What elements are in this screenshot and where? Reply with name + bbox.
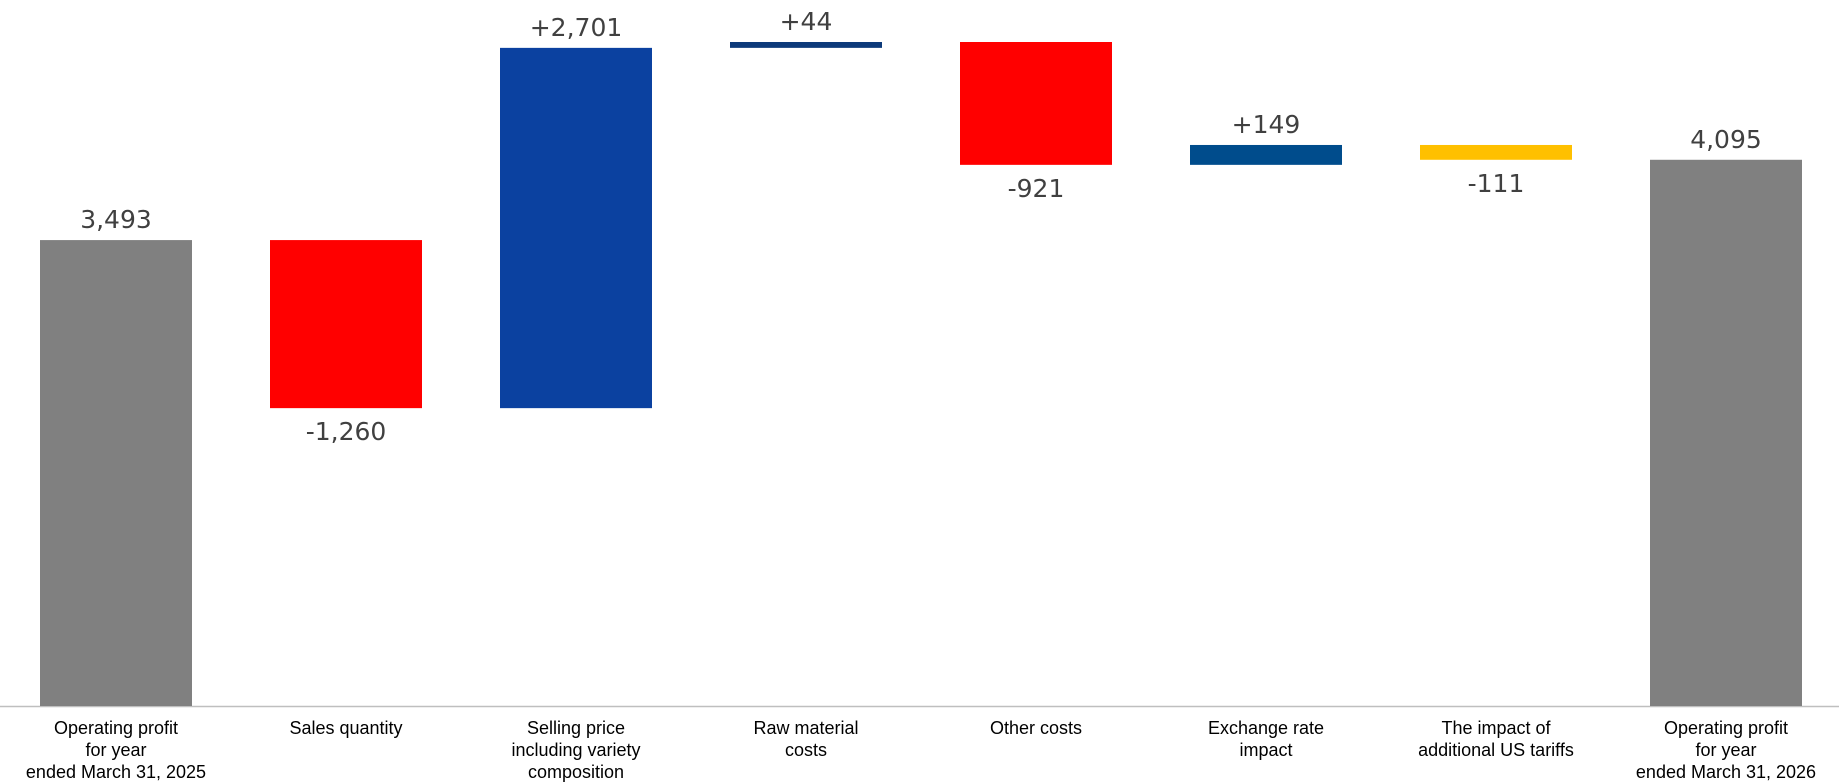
- x-tick-label: Operating profit for year ended March 31, …: [26, 718, 206, 782]
- x-tick-label-line: Operating profit: [54, 718, 178, 738]
- x-tick-label-line: ended March 31, 2025: [26, 762, 206, 782]
- x-tick-label-line: costs: [785, 740, 827, 760]
- x-tick-label-line: Exchange rate: [1208, 718, 1324, 738]
- value-label: 4,095: [1690, 125, 1762, 154]
- bar: [1190, 144, 1342, 165]
- x-tick-label: Sales quantity: [289, 718, 402, 738]
- x-tick-label-line: Sales quantity: [289, 718, 402, 738]
- x-tick-label: Operating profit for year ended March 31, …: [1636, 718, 1816, 782]
- value-label: +2,701: [530, 13, 623, 42]
- bar: [730, 42, 882, 48]
- x-tick-label-line: for year: [85, 740, 146, 760]
- value-label: -921: [1008, 174, 1065, 203]
- value-label: -1,260: [306, 417, 387, 446]
- x-tick-label-line: Other costs: [990, 718, 1082, 738]
- x-tick-label-line: additional US tariffs: [1418, 740, 1574, 760]
- bar: [40, 240, 192, 707]
- bar: [1420, 144, 1572, 160]
- x-tick-label-line: for year: [1695, 740, 1756, 760]
- value-label: +149: [1232, 110, 1301, 139]
- x-tick-label-line: Selling price: [527, 718, 625, 738]
- x-tick-label: Selling price including variety compositio…: [511, 718, 640, 782]
- value-label: +44: [780, 7, 833, 36]
- x-tick-label: Raw material costs: [753, 718, 858, 760]
- value-label: -111: [1468, 169, 1525, 198]
- value-label: 3,493: [80, 205, 152, 234]
- bar: [960, 42, 1112, 165]
- x-tick-label: Exchange rate impact: [1208, 718, 1324, 760]
- bar: [270, 240, 422, 409]
- x-tick-label-line: Operating profit: [1664, 718, 1788, 738]
- bar: [1650, 159, 1802, 706]
- bar: [500, 47, 652, 409]
- x-tick-label-line: including variety: [511, 740, 640, 760]
- x-tick-label-line: impact: [1239, 740, 1292, 760]
- x-tick-label-line: ended March 31, 2026: [1636, 762, 1816, 782]
- x-tick-label-line: The impact of: [1441, 718, 1551, 738]
- x-tick-label: The impact of additional US tariffs: [1418, 718, 1574, 760]
- x-tick-label: Other costs: [990, 718, 1082, 738]
- x-tick-label-line: Raw material: [753, 718, 858, 738]
- x-tick-label-line: composition: [528, 762, 624, 782]
